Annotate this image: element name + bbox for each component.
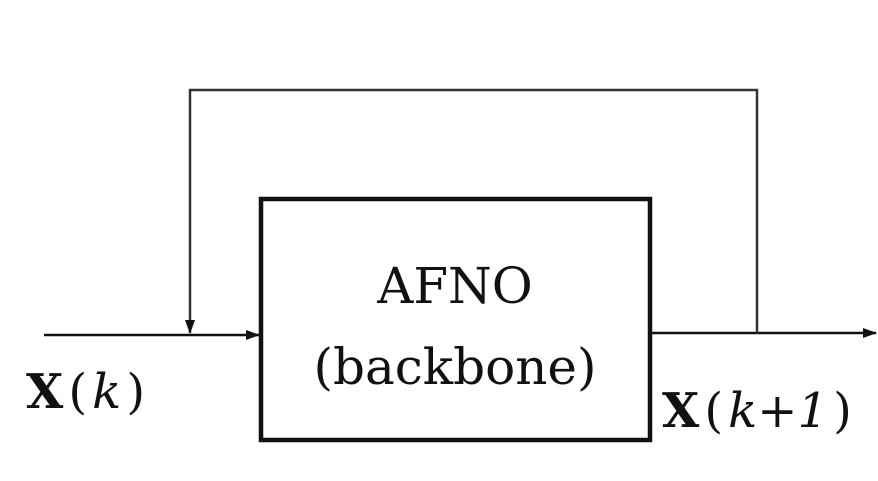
afno-block (258, 196, 653, 443)
skip-connection (185, 88, 759, 334)
output-label: X ( k+1 ) (662, 383, 852, 439)
input-label: X ( k ) (26, 364, 145, 420)
output-open-paren: ( (704, 383, 723, 439)
input-index: k (92, 364, 121, 420)
input-symbol: X (26, 364, 64, 420)
output-close-paren: ) (833, 383, 852, 439)
output-index: k+1 (728, 383, 828, 439)
output-symbol: X (662, 383, 700, 439)
block-title: AFNO (376, 257, 533, 315)
input-open-paren: ( (68, 364, 87, 420)
block-subtitle: (backbone) (313, 338, 596, 396)
input-close-paren: ) (126, 364, 145, 420)
